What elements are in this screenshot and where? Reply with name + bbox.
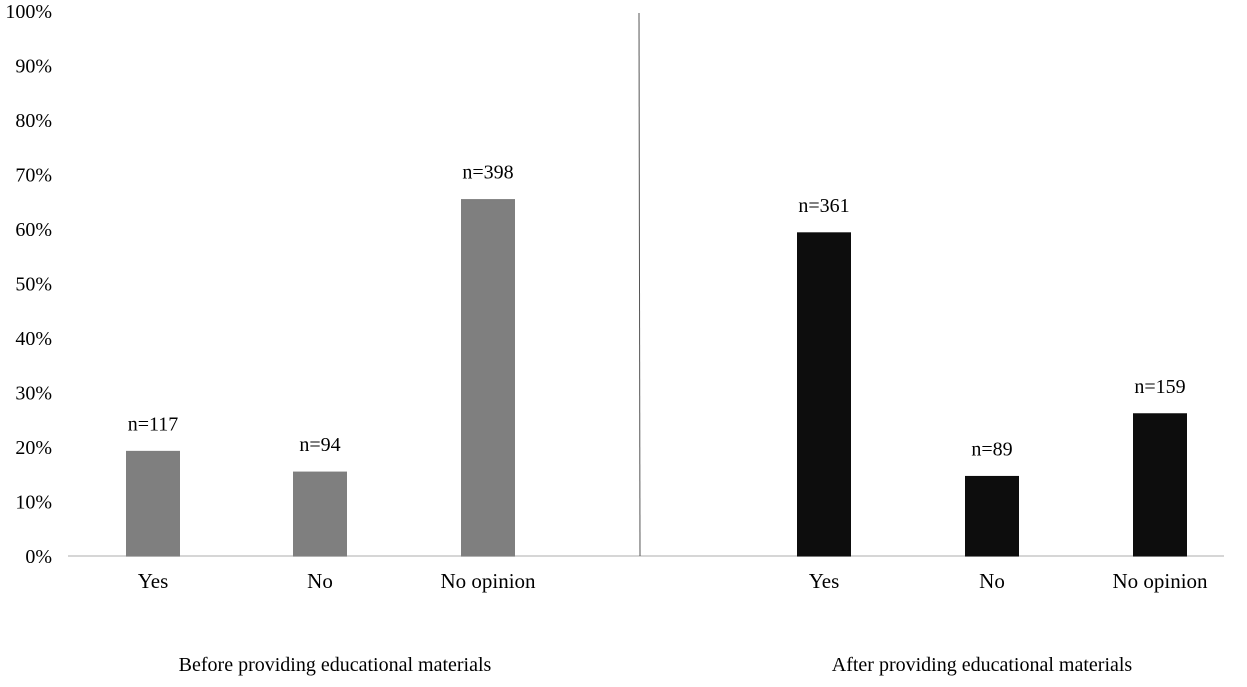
y-tick-label: 20% xyxy=(15,437,52,459)
bar xyxy=(1133,413,1187,557)
bar xyxy=(293,471,347,557)
x-category-label: No xyxy=(979,569,1005,593)
bar xyxy=(797,232,851,557)
x-category-label: No xyxy=(307,569,333,593)
y-axis: 0% 10% 20% 30% 40% 50% 60% 70% 80% 90% 100% xyxy=(5,1,52,568)
x-category-label: No opinion xyxy=(440,569,536,593)
bar xyxy=(461,199,515,557)
bars xyxy=(126,199,1187,557)
data-label: n=94 xyxy=(299,434,340,456)
bar xyxy=(126,450,180,557)
y-tick-label: 60% xyxy=(15,219,52,241)
data-label: n=89 xyxy=(971,438,1012,460)
data-label: n=398 xyxy=(462,162,513,184)
y-tick-label: 90% xyxy=(15,56,52,78)
y-tick-label: 0% xyxy=(25,546,52,568)
bar xyxy=(965,475,1019,557)
y-tick-label: 80% xyxy=(15,110,52,132)
y-tick-label: 50% xyxy=(15,274,52,296)
y-tick-label: 10% xyxy=(15,492,52,514)
group-label: After providing educational materials xyxy=(832,654,1133,676)
data-label: n=361 xyxy=(798,195,849,217)
y-tick-label: 100% xyxy=(5,1,52,23)
y-tick-label: 30% xyxy=(15,383,52,405)
data-label: n=159 xyxy=(1134,376,1185,398)
x-category-label: Yes xyxy=(809,569,840,593)
data-label: n=117 xyxy=(128,413,179,435)
x-axis xyxy=(68,12,1224,557)
x-category-label: Yes xyxy=(138,569,169,593)
y-tick-label: 40% xyxy=(15,328,52,350)
panel-divider xyxy=(638,12,641,557)
group-label: Before providing educational materials xyxy=(179,654,492,676)
y-tick-label: 70% xyxy=(15,165,52,187)
x-category-label: No opinion xyxy=(1112,569,1208,593)
labels: n=117 Yes n=94 No n=398 No opinion Before prov… xyxy=(128,162,1208,676)
